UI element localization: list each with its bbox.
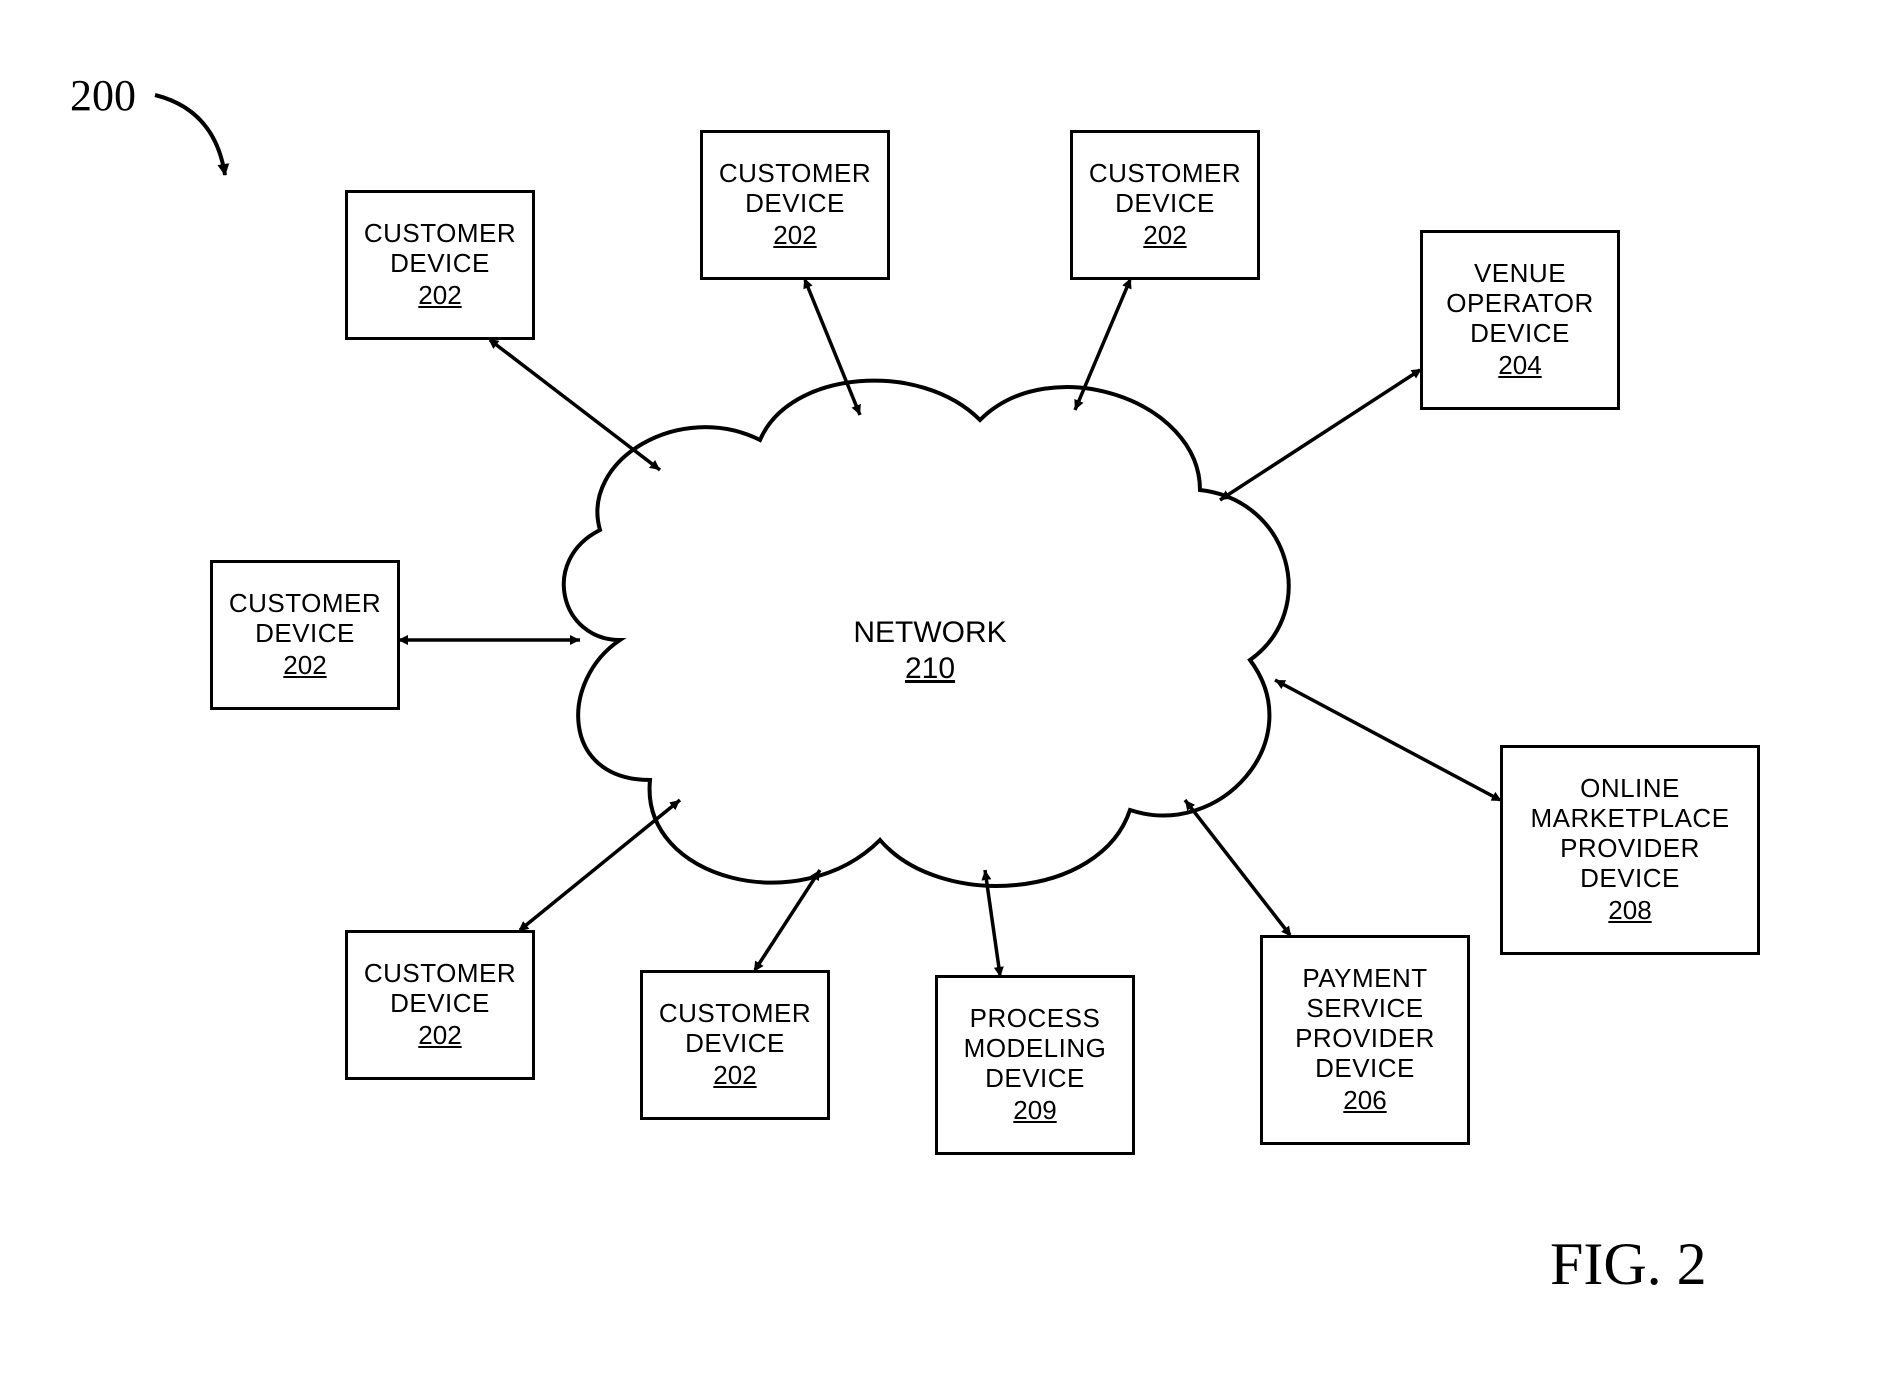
ref-arrow-icon [155,95,225,175]
box-label: CUSTOMER [659,999,811,1029]
arrow-cust5 [520,800,680,930]
box-cust2: CUSTOMERDEVICE202 [700,130,890,280]
box-cust3: CUSTOMERDEVICE202 [1070,130,1260,280]
box-number: 202 [418,281,461,311]
network-label: NETWORK [853,616,1006,649]
box-label: DEVICE [985,1064,1085,1094]
box-cust6: CUSTOMERDEVICE202 [640,970,830,1120]
box-venue: VENUEOPERATORDEVICE204 [1420,230,1620,410]
arrow-venue [1220,370,1420,500]
arrow-process [985,870,1000,975]
box-label: DEVICE [1115,189,1215,219]
box-label: VENUE [1474,259,1566,289]
box-payment: PAYMENTSERVICEPROVIDERDEVICE206 [1260,935,1470,1145]
box-number: 202 [418,1021,461,1051]
box-cust1: CUSTOMERDEVICE202 [345,190,535,340]
box-label: DEVICE [745,189,845,219]
box-label: CUSTOMER [364,959,516,989]
box-cust5: CUSTOMERDEVICE202 [345,930,535,1080]
box-number: 202 [713,1061,756,1091]
box-label: CUSTOMER [364,219,516,249]
arrow-payment [1185,800,1290,935]
box-label: SERVICE [1306,994,1423,1024]
box-number: 204 [1498,351,1541,381]
box-label: MARKETPLACE [1530,804,1729,834]
box-label: DEVICE [390,249,490,279]
box-label: DEVICE [1470,319,1570,349]
box-number: 208 [1608,896,1651,926]
box-label: ONLINE [1580,774,1680,804]
box-label: DEVICE [1580,864,1680,894]
box-label: DEVICE [685,1029,785,1059]
box-label: CUSTOMER [719,159,871,189]
box-label: PROCESS [970,1004,1101,1034]
box-label: PROVIDER [1295,1024,1435,1054]
arrow-marketplace [1275,680,1500,800]
figure-ref-number: 200 [70,70,136,121]
box-label: PROVIDER [1560,834,1700,864]
box-label: DEVICE [390,989,490,1019]
box-label: MODELING [964,1034,1107,1064]
arrow-cust2 [805,280,860,415]
box-process: PROCESSMODELINGDEVICE209 [935,975,1135,1155]
box-label: PAYMENT [1302,964,1427,994]
box-number: 209 [1013,1096,1056,1126]
box-marketplace: ONLINEMARKETPLACEPROVIDERDEVICE208 [1500,745,1760,955]
box-label: DEVICE [1315,1054,1415,1084]
box-number: 206 [1343,1086,1386,1116]
figure-canvas: 200 FIG. 2 NETWORK 210 CUSTOMERDEVICE202… [0,0,1902,1384]
arrow-cust6 [755,870,820,970]
arrow-cust1 [490,340,660,470]
figure-caption: FIG. 2 [1550,1230,1707,1299]
network-cloud [564,381,1289,886]
box-cust4: CUSTOMERDEVICE202 [210,560,400,710]
box-label: DEVICE [255,619,355,649]
arrow-cust3 [1075,280,1130,410]
box-number: 202 [283,651,326,681]
network-number: 210 [905,652,955,685]
box-number: 202 [773,221,816,251]
box-number: 202 [1143,221,1186,251]
box-label: CUSTOMER [229,589,381,619]
box-label: CUSTOMER [1089,159,1241,189]
connections [400,280,1500,975]
box-label: OPERATOR [1446,289,1594,319]
